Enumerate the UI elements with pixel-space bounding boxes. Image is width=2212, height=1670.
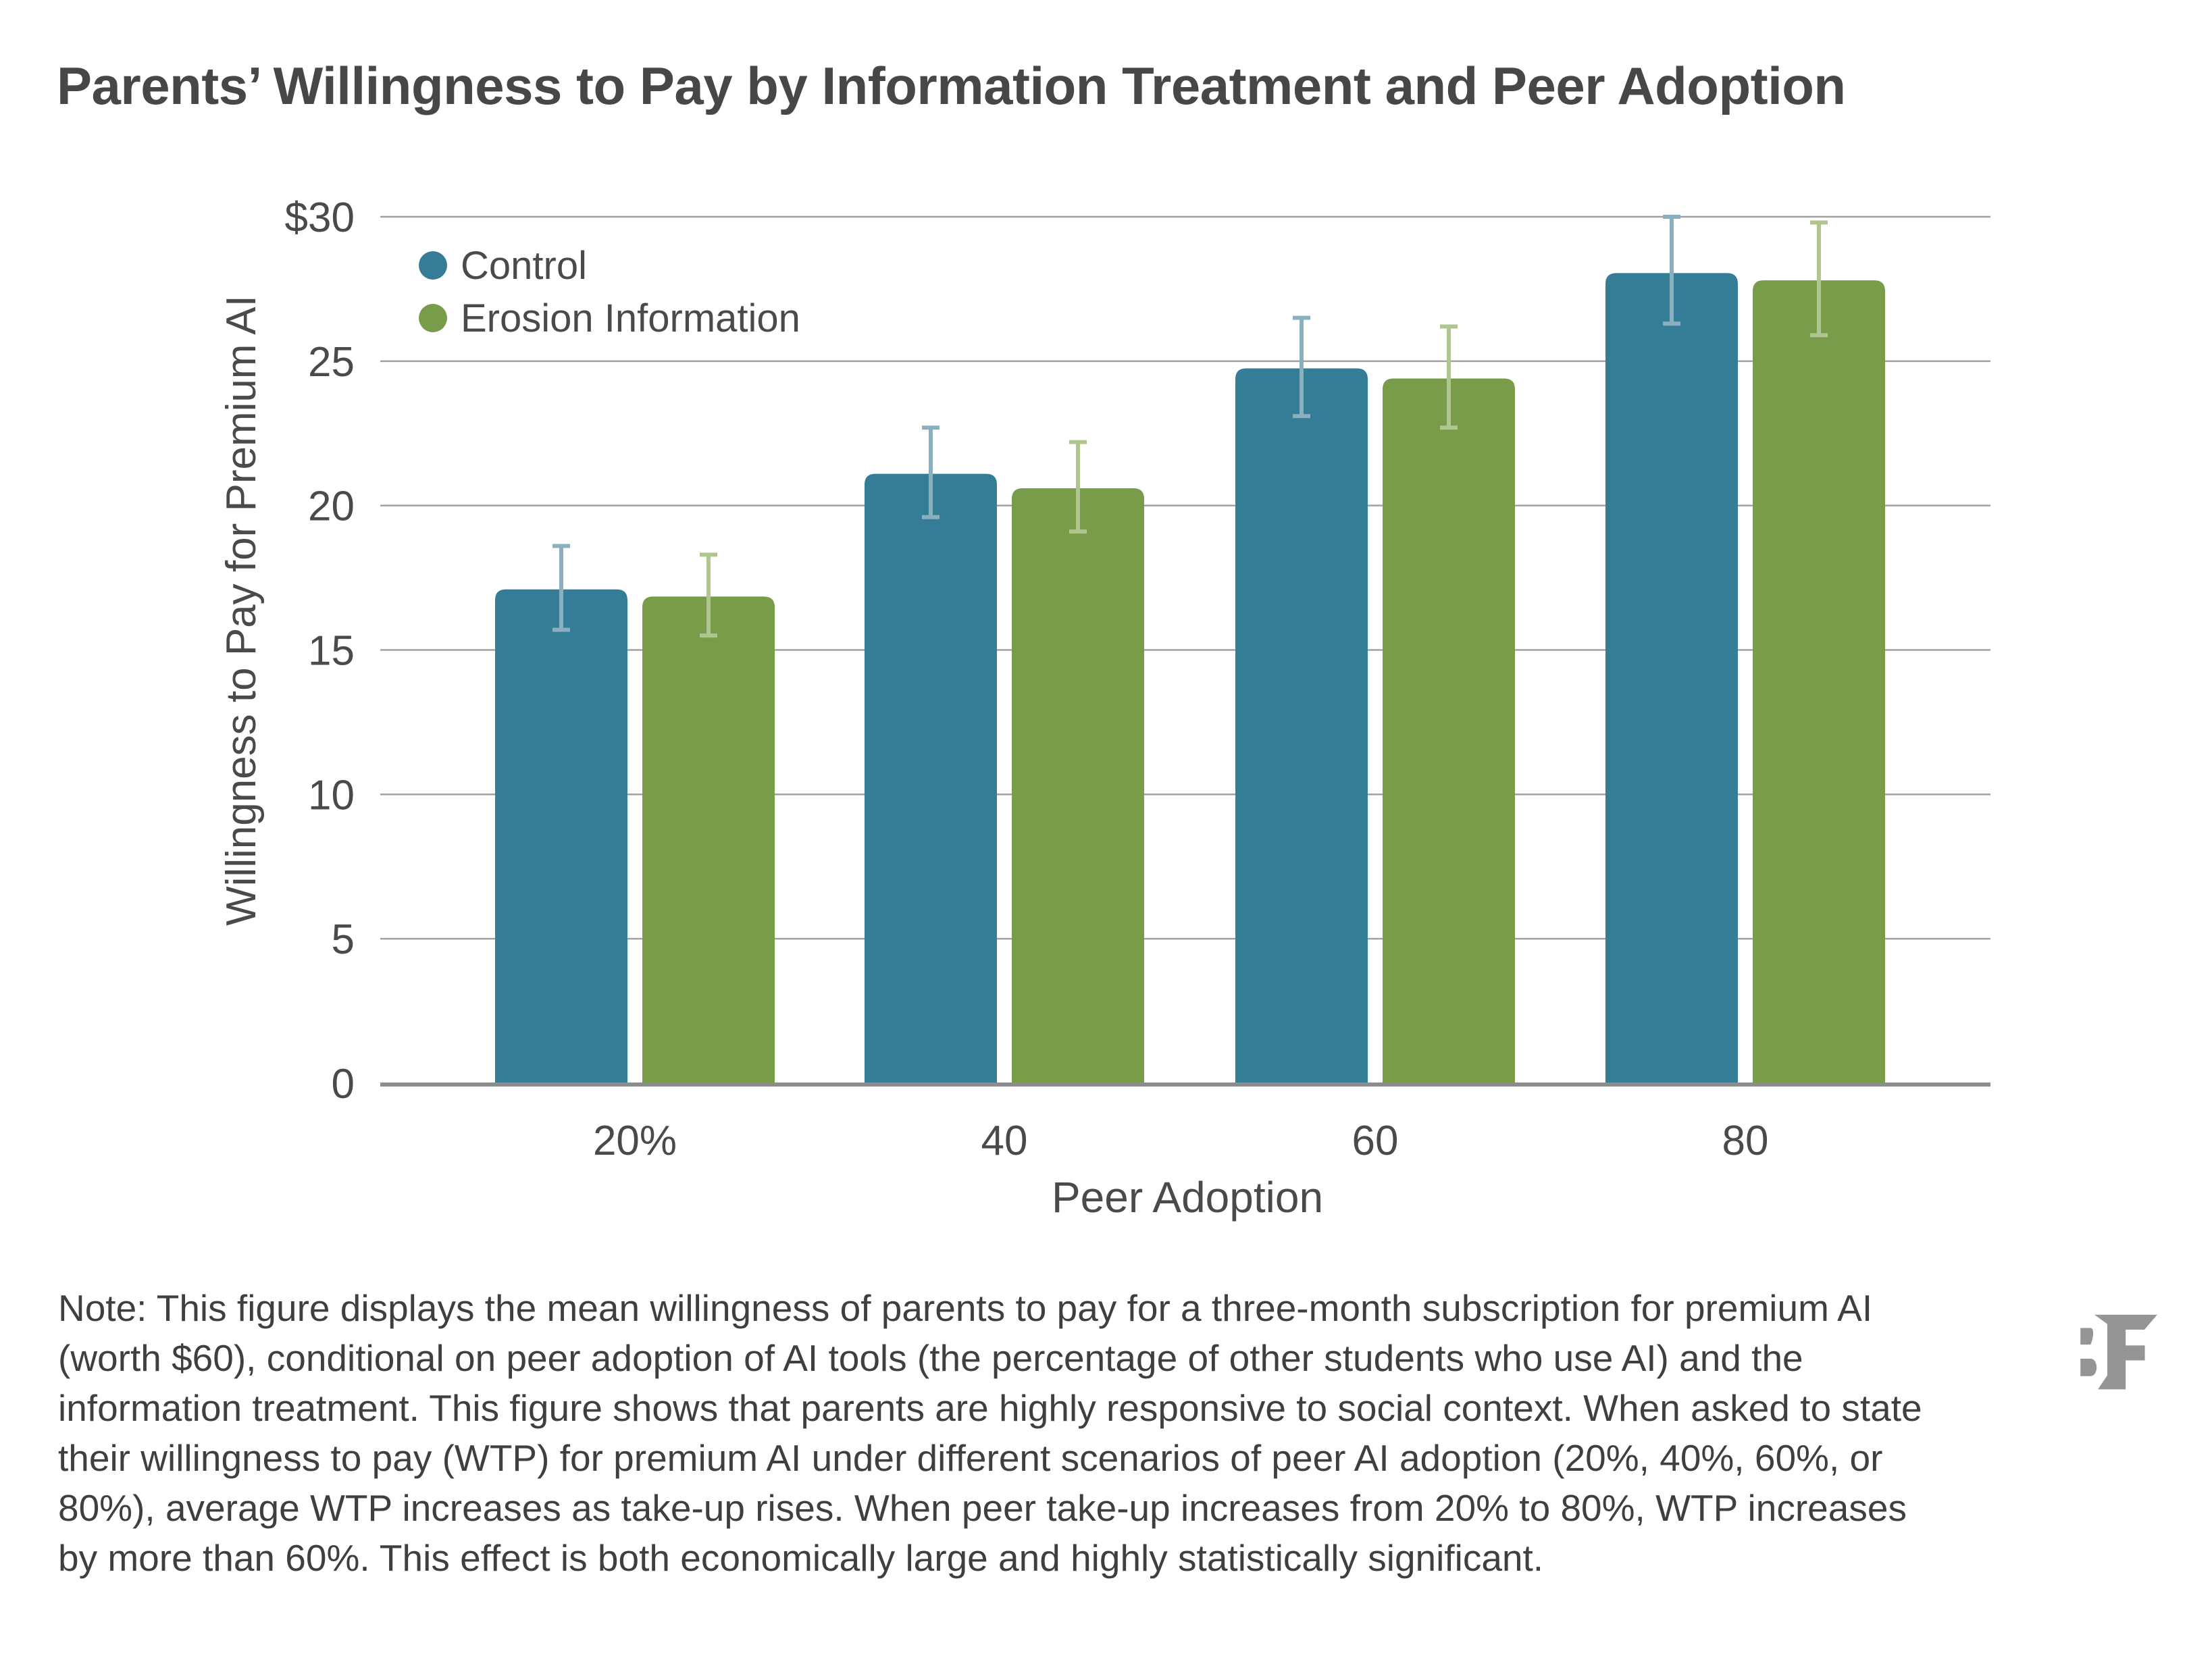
legend: Control Erosion Information	[419, 244, 800, 340]
x-tick-label: 60	[1352, 1118, 1399, 1164]
bar-erosion	[1753, 280, 1885, 1083]
y-tick-label: 5	[332, 916, 355, 963]
bars	[495, 215, 1885, 1083]
x-tick-label: 40	[981, 1118, 1028, 1164]
bar-erosion	[642, 596, 775, 1083]
legend-label-erosion: Erosion Information	[461, 296, 800, 340]
error-bar	[552, 544, 570, 632]
legend-label-control: Control	[461, 244, 587, 288]
y-tick-label: 25	[308, 339, 355, 386]
bf-logo	[2080, 1314, 2157, 1390]
error-bar	[1293, 315, 1310, 419]
x-tick-labels: 20% 40 60 80	[593, 1118, 1769, 1164]
bar-chart: 0 5 10 15 20 25 $30 20% 40 60 80 Willingness to P…	[218, 194, 1990, 1222]
error-bar	[1810, 220, 1828, 338]
y-tick-labels: 0 5 10 15 20 25 $30	[285, 194, 355, 1107]
bar-control	[495, 589, 627, 1083]
y-tick-label: 10	[308, 772, 355, 818]
legend-marker-control	[419, 251, 447, 280]
error-bar	[1069, 440, 1087, 534]
y-tick-label: $30	[285, 194, 355, 241]
error-bar	[1663, 215, 1680, 326]
y-tick-label: 0	[332, 1061, 355, 1107]
x-axis-label: Peer Adoption	[1052, 1173, 1323, 1222]
bar-control	[1235, 368, 1368, 1083]
y-tick-label: 15	[308, 628, 355, 675]
error-bar	[1440, 324, 1458, 430]
x-tick-label: 20%	[593, 1118, 677, 1164]
figure-note: Note: This figure displays the mean will…	[58, 1287, 1922, 1579]
bar-erosion	[1383, 378, 1515, 1083]
y-tick-label: 20	[308, 484, 355, 530]
legend-marker-erosion	[419, 304, 447, 332]
x-tick-label: 80	[1722, 1118, 1769, 1164]
y-axis-label: Willingness to Pay for Premium AI	[218, 295, 265, 926]
bar-control	[865, 473, 997, 1083]
error-bar	[700, 552, 717, 638]
error-bar	[922, 425, 940, 519]
bar-erosion	[1012, 488, 1144, 1083]
bar-control	[1605, 273, 1738, 1083]
chart-title: Parents’ Willingness to Pay by Informati…	[57, 56, 1846, 115]
